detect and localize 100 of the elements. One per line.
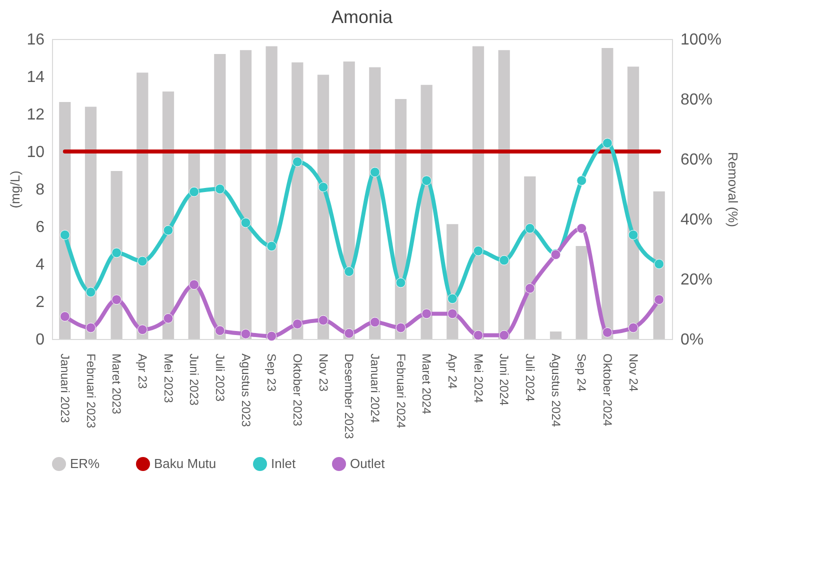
- point: [473, 246, 484, 256]
- point: [266, 331, 277, 342]
- point: [447, 294, 458, 304]
- x-tick-label: Juni 2023: [187, 354, 202, 406]
- y2-axis-title: Removal (%): [725, 152, 740, 228]
- point: [112, 248, 122, 258]
- point: [576, 223, 587, 234]
- bar: [369, 67, 381, 339]
- y-tick-label: 0: [36, 332, 45, 348]
- point: [60, 312, 70, 322]
- y2-tick-label: 100%: [680, 32, 722, 48]
- x-tick-label: Nov 23: [316, 354, 330, 392]
- y2-tick-label: 20%: [680, 272, 713, 288]
- x-tick-label: Mei 2024: [471, 354, 486, 404]
- x-tick-label: Januari 2023: [58, 354, 72, 424]
- y-tick-label: 6: [36, 219, 45, 236]
- point: [318, 315, 328, 326]
- bar: [136, 72, 148, 339]
- point: [318, 182, 328, 192]
- x-tick-label: Juli 2023: [212, 354, 227, 402]
- point: [214, 184, 225, 194]
- x-tick-label: Sep 23: [264, 354, 279, 392]
- legend-label: Outlet: [350, 456, 386, 471]
- bar: [498, 50, 510, 339]
- x-tick-label: Sep 24: [574, 354, 589, 392]
- y-tick-label: 12: [26, 106, 45, 124]
- point: [422, 176, 432, 186]
- x-tick-label: Juni 2024: [497, 354, 512, 406]
- point: [189, 280, 200, 290]
- point: [86, 287, 96, 298]
- y-tick-label: 14: [26, 69, 45, 86]
- point: [292, 319, 302, 329]
- point: [292, 156, 302, 167]
- bar: [472, 46, 484, 339]
- point: [499, 255, 510, 266]
- point: [344, 266, 354, 276]
- point: [524, 283, 535, 294]
- x-tick-label: Oktober 2024: [600, 354, 614, 427]
- point: [60, 230, 70, 240]
- bar: [188, 153, 200, 339]
- legend-label: ER%: [70, 456, 100, 471]
- bar: [59, 102, 71, 339]
- x-tick-label: Agustus 2023: [238, 354, 253, 428]
- x-tick-label: Maret 2023: [110, 354, 124, 415]
- point: [370, 317, 380, 328]
- y2-tick-label: 60%: [680, 152, 713, 168]
- x-tick-label: Apr 24: [445, 354, 460, 390]
- point: [602, 327, 612, 338]
- point: [654, 294, 664, 305]
- x-tick-label: Apr 23: [135, 354, 150, 390]
- bar: [240, 50, 252, 339]
- point: [163, 313, 174, 324]
- x-tick-label: Juli 2024: [522, 354, 537, 402]
- y-tick-label: 10: [26, 144, 45, 161]
- bar: [162, 92, 174, 339]
- y-tick-label: 8: [36, 182, 45, 198]
- bar: [266, 46, 278, 339]
- bar: [292, 62, 304, 339]
- x-tick-label: Oktober 2023: [290, 354, 304, 427]
- legend-label: Inlet: [271, 456, 296, 471]
- point: [654, 259, 664, 269]
- point: [396, 278, 406, 288]
- point: [602, 138, 612, 148]
- y2-tick-label: 40%: [680, 212, 713, 228]
- legend-label: Baku Mutu: [154, 456, 216, 471]
- point: [86, 322, 96, 333]
- x-tick-label: Nov 24: [626, 354, 640, 392]
- y2-tick-label: 0%: [680, 332, 704, 348]
- point: [499, 330, 510, 340]
- point: [473, 330, 484, 340]
- x-tick-label: Februari 2023: [84, 354, 98, 429]
- bar: [627, 66, 640, 339]
- x-tick-label: Maret 2024: [420, 354, 434, 415]
- point: [240, 218, 251, 228]
- point: [628, 230, 638, 240]
- y-tick-label: 16: [26, 32, 45, 48]
- bar: [214, 54, 226, 339]
- point: [137, 324, 148, 335]
- x-tick-label: Januari 2024: [368, 354, 382, 424]
- point: [396, 322, 406, 333]
- point: [266, 241, 277, 252]
- x-tick-label: Mei 2023: [161, 354, 176, 404]
- x-tick-label: Agustus 2024: [548, 354, 563, 428]
- point: [137, 256, 148, 266]
- y-tick-label: 2: [36, 294, 45, 311]
- point: [447, 308, 458, 319]
- x-tick-label: Desember 2023: [342, 354, 356, 440]
- y2-tick-label: 80%: [680, 92, 713, 108]
- point: [524, 223, 535, 234]
- point: [576, 176, 587, 186]
- point: [344, 328, 354, 338]
- point: [112, 294, 122, 305]
- point: [240, 328, 251, 339]
- point: [163, 225, 174, 236]
- y-tick-label: 4: [36, 256, 45, 274]
- point: [422, 308, 432, 319]
- point: [370, 167, 380, 178]
- x-tick-label: Februari 2024: [394, 354, 408, 429]
- point: [628, 322, 638, 333]
- point: [214, 326, 225, 336]
